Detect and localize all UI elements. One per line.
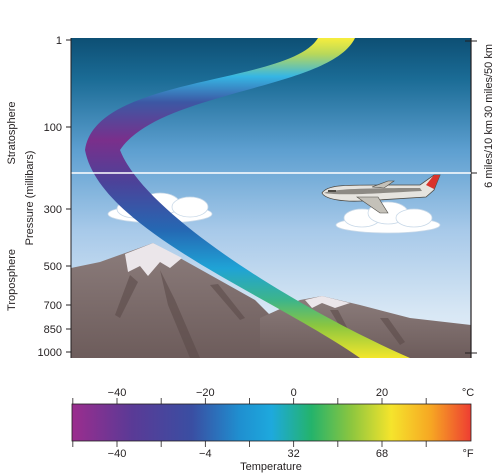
celsius-tick-label: −40 xyxy=(108,387,127,399)
right-axis-top-label: 30 miles/50 km xyxy=(483,44,494,118)
temperature-scale: −40 −20 0 20 −40 −4 32 68 °C °F Temperature xyxy=(71,387,474,473)
right-axis-middle-label: 6 miles/10 km xyxy=(483,120,494,188)
mountain-icon xyxy=(71,243,320,358)
celsius-tick-label: 20 xyxy=(376,387,388,399)
pressure-tick-label: 850 xyxy=(44,324,62,336)
pressure-axis: 1 100 300 500 700 850 1000 xyxy=(38,35,72,359)
celsius-tick-label: 0 xyxy=(291,387,297,399)
pressure-axis-title: Pressure (millibars) xyxy=(24,151,36,246)
pressure-tick-label: 1000 xyxy=(38,347,62,359)
airplane-icon xyxy=(321,174,441,214)
fahrenheit-unit: °F xyxy=(462,448,473,460)
pressure-tick-label: 100 xyxy=(44,122,62,134)
stratosphere-label: Stratosphere xyxy=(6,102,18,165)
temperature-color-bar xyxy=(71,403,472,442)
pressure-tick-label: 500 xyxy=(44,261,62,273)
fahrenheit-tick-label: 68 xyxy=(376,448,388,460)
celsius-unit: °C xyxy=(462,387,474,399)
temperature-scale-title: Temperature xyxy=(240,461,302,473)
fahrenheit-tick-label: −4 xyxy=(199,448,212,460)
celsius-tick-label: −20 xyxy=(196,387,215,399)
fahrenheit-tick-label: 32 xyxy=(288,448,300,460)
pressure-tick-label: 300 xyxy=(44,204,62,216)
pressure-tick-label: 700 xyxy=(44,300,62,312)
fahrenheit-tick-label: −40 xyxy=(108,448,127,460)
troposphere-label: Troposphere xyxy=(6,249,18,311)
temperature-band xyxy=(85,38,410,358)
pressure-tick-label: 1 xyxy=(56,35,62,47)
